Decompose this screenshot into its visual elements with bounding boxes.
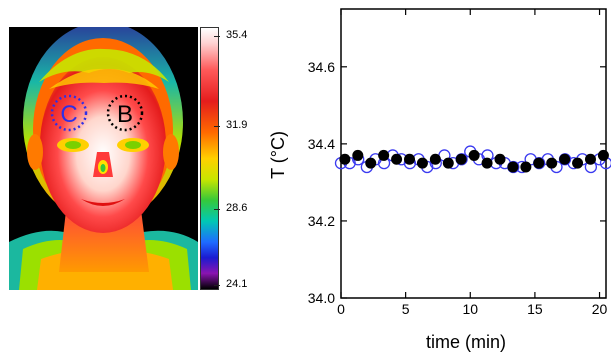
y-tick-label: 34.4 xyxy=(308,136,335,152)
y-tick-label: 34.2 xyxy=(308,213,335,229)
colorbar-label-min: 24.1 xyxy=(226,278,248,290)
x-tick-label: 20 xyxy=(592,301,608,317)
data-point-filled xyxy=(391,153,403,165)
data-point-filled xyxy=(339,153,351,165)
thermal-face-drawing: C B xyxy=(9,27,198,290)
data-point-filled xyxy=(442,157,454,169)
data-point-filled xyxy=(378,149,390,161)
data-point-filled xyxy=(546,157,558,169)
y-tick-label: 34.0 xyxy=(308,290,335,306)
data-point-filled xyxy=(468,149,480,161)
colorbar-tick xyxy=(214,285,220,286)
data-point-filled xyxy=(559,153,571,165)
data-point-filled xyxy=(533,157,545,169)
x-tick-label: 10 xyxy=(462,301,478,317)
colorbar-label-max: 35.4 xyxy=(226,29,248,41)
data-point-filled xyxy=(494,153,506,165)
y-axis-label: T (°C) xyxy=(268,131,288,179)
data-point-filled xyxy=(597,149,609,161)
temperature-colorbar xyxy=(200,27,219,290)
x-axis-label: time (min) xyxy=(426,332,506,352)
colorbar-label-mid-high: 31.9 xyxy=(226,119,248,131)
y-tick-label: 34.6 xyxy=(308,59,335,75)
colorbar-tick xyxy=(214,126,220,127)
x-tick-label: 15 xyxy=(527,301,543,317)
data-point-filled xyxy=(352,149,364,161)
data-point-filled xyxy=(404,153,416,165)
data-point-filled xyxy=(429,153,441,165)
data-point-filled xyxy=(507,161,519,173)
region-c-circle xyxy=(50,94,88,132)
x-tick-label: 5 xyxy=(402,301,410,317)
data-point-filled xyxy=(520,161,532,173)
thermal-face-image: C B xyxy=(9,27,198,290)
colorbar-tick xyxy=(214,209,220,210)
data-point-filled xyxy=(584,153,596,165)
region-b-label: B xyxy=(117,101,133,128)
data-point-filled xyxy=(455,153,467,165)
data-point-filled xyxy=(365,157,377,169)
colorbar-label-mid-low: 28.6 xyxy=(226,202,248,214)
x-tick-label: 0 xyxy=(337,301,345,317)
region-c-label: C xyxy=(60,101,77,128)
data-point-filled xyxy=(572,157,584,169)
region-b-circle xyxy=(106,94,144,132)
data-point-filled xyxy=(481,157,493,169)
colorbar-tick xyxy=(214,36,220,37)
data-point-filled xyxy=(416,157,428,169)
